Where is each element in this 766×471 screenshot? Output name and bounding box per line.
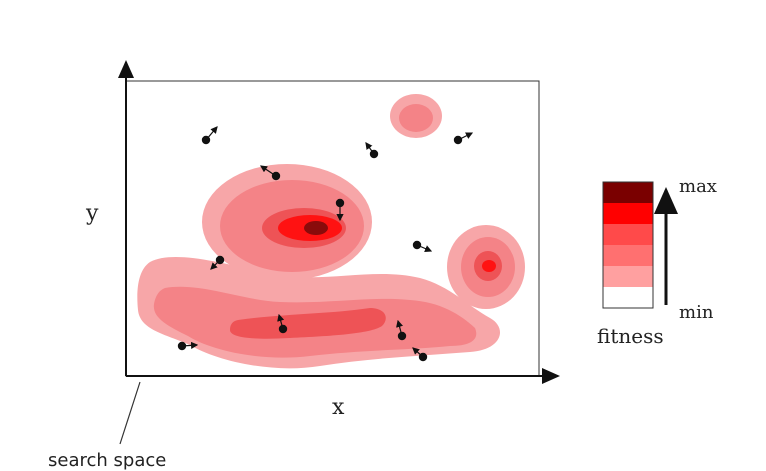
legend-level-5	[603, 266, 653, 287]
search-space-label: search space	[48, 450, 166, 471]
legend-level-6	[603, 287, 653, 308]
particle-dot	[215, 255, 225, 265]
axes	[118, 60, 560, 384]
legend-level-1	[603, 182, 653, 203]
x-axis-label: x	[332, 395, 345, 420]
particle-dot	[418, 352, 428, 362]
legend-level-3	[603, 224, 653, 245]
bottom-ridge	[137, 256, 501, 369]
particle	[453, 132, 474, 145]
legend-max-label: max	[679, 176, 717, 197]
particle	[412, 347, 428, 362]
particle	[177, 341, 199, 351]
y-axis-label: y	[85, 201, 99, 226]
particle-dot	[412, 240, 422, 250]
small-top-peak	[390, 94, 442, 138]
particle-dot	[271, 171, 281, 181]
search-space-pointer	[119, 381, 141, 445]
legend-bar-outline	[602, 181, 654, 309]
legend-min-label: min	[679, 302, 714, 323]
legend-title: fitness	[597, 324, 664, 348]
particle	[210, 255, 225, 270]
particle-dot	[369, 149, 379, 159]
particle	[201, 126, 218, 145]
central-peak	[202, 164, 372, 280]
particle	[396, 319, 407, 341]
particle-dot	[278, 324, 288, 334]
particle	[277, 313, 288, 334]
particle-dot	[453, 135, 463, 145]
legend-level-4	[603, 245, 653, 266]
particle-dot	[201, 135, 211, 145]
legend-color-bar	[603, 182, 653, 308]
particle-dot	[397, 331, 407, 341]
particle-dot	[335, 198, 345, 208]
particle-dot	[177, 341, 187, 351]
fitness-legend: max min fitness	[597, 176, 717, 348]
particles	[177, 126, 474, 362]
particle	[335, 198, 345, 222]
particle	[412, 240, 433, 252]
particle	[260, 165, 281, 181]
right-peak	[447, 225, 525, 309]
fitness-landscape	[137, 94, 525, 369]
particle	[365, 142, 379, 159]
legend-level-2	[603, 203, 653, 224]
